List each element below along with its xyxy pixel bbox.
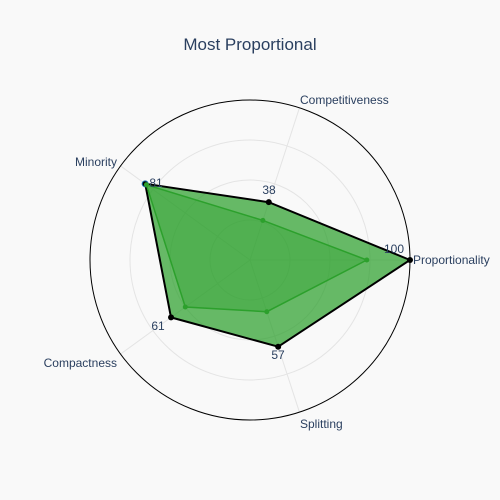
- series-2-point-competitiveness: [260, 217, 266, 223]
- value-label-competitiveness: 38: [262, 183, 276, 197]
- axis-label-compactness: Compactness: [44, 356, 117, 370]
- series-1-area: [143, 182, 413, 348]
- radar-series-layer: [141, 180, 413, 350]
- series-2-point-splitting: [264, 309, 270, 315]
- series-1-point-proportionality: [407, 257, 413, 263]
- series-2-point-proportionality: [364, 257, 370, 263]
- series-1-point-splitting: [275, 343, 282, 350]
- series-2-area: [145, 183, 369, 313]
- value-label-splitting: 57: [271, 348, 285, 362]
- axis-label-minority: Minority: [75, 155, 117, 169]
- value-label-compactness: 61: [151, 319, 165, 333]
- radar-label-layer: Proportionality Competitiveness Minority Co…: [44, 93, 490, 431]
- series-2-point-compactness: [182, 304, 188, 310]
- axis-label-competitiveness: Competitiveness: [300, 93, 389, 107]
- series-2-point-minority: [143, 182, 149, 188]
- chart-title: Most Proportional: [183, 35, 316, 54]
- value-label-minority: 81: [149, 176, 163, 190]
- value-label-proportionality: 100: [384, 242, 404, 256]
- series-1-point-compactness: [168, 314, 175, 321]
- axis-label-proportionality: Proportionality: [413, 253, 490, 267]
- axis-label-splitting: Splitting: [300, 417, 343, 431]
- series-1-point-competitiveness: [265, 199, 272, 206]
